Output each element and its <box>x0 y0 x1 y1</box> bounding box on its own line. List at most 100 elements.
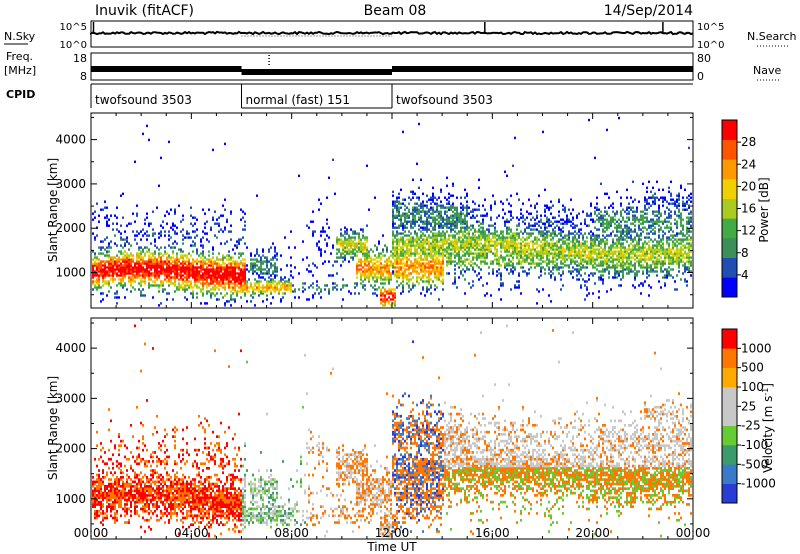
power-cell <box>154 260 156 263</box>
power-cell <box>438 246 440 249</box>
power-cell <box>454 282 456 285</box>
power-cell <box>630 270 632 273</box>
power-cell <box>92 268 94 271</box>
power-cell <box>262 250 264 253</box>
power-cell <box>138 264 140 267</box>
power-cell <box>200 264 202 267</box>
power-cell <box>182 260 184 263</box>
power-cell <box>130 254 132 257</box>
power-cell <box>518 236 520 239</box>
power-cell <box>256 252 258 255</box>
power-cell <box>394 226 396 229</box>
power-cell <box>618 230 620 233</box>
power-cell <box>396 262 398 265</box>
power-cell <box>230 274 232 277</box>
power-cell <box>462 244 464 247</box>
power-cell <box>550 200 552 203</box>
power-cell <box>92 232 94 235</box>
power-cell <box>348 234 350 237</box>
power-cell <box>408 258 410 261</box>
power-cell <box>648 196 650 199</box>
power-cell <box>550 274 552 277</box>
power-cell <box>228 272 230 275</box>
power-cell <box>202 262 204 265</box>
power-cell <box>336 284 338 287</box>
power-cell <box>610 218 612 221</box>
power-cell <box>500 244 502 247</box>
power-cell <box>484 258 486 261</box>
power-cell <box>258 280 260 283</box>
power-cell <box>232 272 234 275</box>
power-cell <box>452 220 454 223</box>
power-cell <box>512 246 514 249</box>
power-cell <box>188 286 190 289</box>
power-cell <box>516 234 518 237</box>
power-cell <box>150 242 152 245</box>
power-cell <box>518 284 520 287</box>
power-cell <box>354 242 356 245</box>
power-cell <box>144 280 146 283</box>
power-cell <box>104 248 106 251</box>
power-cell <box>198 266 200 269</box>
power-cell <box>250 286 252 289</box>
power-cell <box>632 264 634 267</box>
power-cell <box>588 224 590 227</box>
power-cell <box>412 218 414 221</box>
power-cell <box>424 268 426 271</box>
power-cell <box>396 258 398 261</box>
power-cell <box>158 248 160 251</box>
power-cell <box>442 270 444 273</box>
power-cell <box>432 192 434 195</box>
power-cell <box>104 206 106 209</box>
power-cell <box>600 252 602 255</box>
power-cell <box>412 242 414 245</box>
power-cell <box>514 234 516 237</box>
power-cell <box>428 242 430 245</box>
power-cell <box>428 262 430 265</box>
power-cell <box>558 220 560 223</box>
power-cell <box>354 236 356 239</box>
power-cell <box>508 264 510 267</box>
power-cell <box>392 190 394 193</box>
power-cell <box>432 206 434 209</box>
power-cell <box>318 240 320 243</box>
power-cell <box>434 258 436 261</box>
power-cell <box>524 238 526 241</box>
power-cell <box>268 284 270 287</box>
power-cell <box>506 248 508 251</box>
power-cell <box>512 266 514 269</box>
power-cell <box>558 210 560 213</box>
power-cell <box>612 242 614 245</box>
power-cell <box>432 196 434 199</box>
power-cell <box>508 240 510 243</box>
power-cell <box>98 246 100 249</box>
power-cell <box>152 262 154 265</box>
power-cell <box>124 270 126 273</box>
power-cell <box>582 244 584 247</box>
power-cell <box>412 282 414 285</box>
power-cell <box>202 282 204 285</box>
power-cell <box>458 220 460 223</box>
power-cell <box>592 256 594 259</box>
power-cell <box>418 212 420 215</box>
power-cell <box>468 254 470 257</box>
power-cell <box>538 264 540 267</box>
power-cell <box>146 274 148 277</box>
power-cell <box>412 214 414 217</box>
power-cell <box>144 252 146 255</box>
power-cell <box>166 292 168 295</box>
power-cell <box>634 262 636 265</box>
power-cell <box>132 266 134 269</box>
power-cell <box>600 210 602 213</box>
power-cell <box>560 274 562 277</box>
power-cell <box>528 252 530 255</box>
power-cell <box>104 266 106 269</box>
power-cell <box>122 284 124 287</box>
power-cell <box>308 270 310 273</box>
power-cell <box>358 242 360 245</box>
power-cell <box>120 268 122 271</box>
power-cell <box>456 218 458 221</box>
power-cell <box>146 272 148 275</box>
power-cell <box>184 288 186 291</box>
power-cell <box>430 222 432 225</box>
